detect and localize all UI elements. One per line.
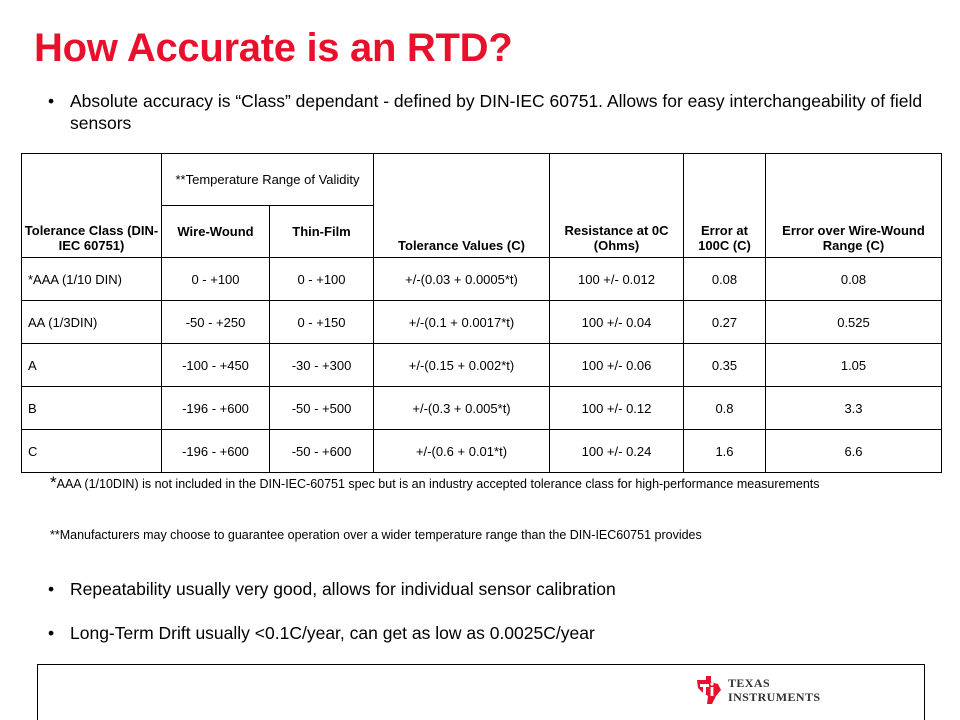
table-row: C -196 - +600 -50 - +600 +/-(0.6 + 0.01*… [21, 429, 942, 473]
cell-thin-film: -30 - +300 [269, 343, 374, 387]
cell-resistance: 100 +/- 0.12 [549, 386, 684, 430]
cell-class: A [21, 343, 162, 387]
cell-error-100c: 1.6 [683, 429, 766, 473]
cell-wire-wound: -100 - +450 [161, 343, 270, 387]
footnote-aaa: *AAA (1/10DIN) is not included in the DI… [50, 474, 930, 493]
bullet-long-term-drift: • Long-Term Drift usually <0.1C/year, ca… [48, 622, 938, 644]
cell-resistance: 100 +/- 0.012 [549, 257, 684, 301]
cell-tolerance: +/-(0.15 + 0.002*t) [373, 343, 550, 387]
header-resistance: Resistance at 0C (Ohms) [549, 153, 684, 258]
bullet-text: Repeatability usually very good, allows … [70, 579, 616, 599]
header-error-100c: Error at 100C (C) [683, 153, 766, 258]
cell-thin-film: 0 - +150 [269, 300, 374, 344]
cell-class: C [21, 429, 162, 473]
cell-wire-wound: -196 - +600 [161, 429, 270, 473]
footnote-star: * [50, 473, 57, 492]
header-tolerance-values: Tolerance Values (C) [373, 153, 550, 258]
rtd-tolerance-table: Tolerance Class (DIN-IEC 60751) **Temper… [21, 153, 942, 473]
footer-bar [37, 664, 925, 720]
cell-error-wire-wound: 0.08 [765, 257, 942, 301]
cell-error-100c: 0.08 [683, 257, 766, 301]
bullet-text: Long-Term Drift usually <0.1C/year, can … [70, 623, 595, 643]
cell-error-100c: 0.35 [683, 343, 766, 387]
header-error-wire-wound: Error over Wire-Wound Range (C) [765, 153, 942, 258]
bullet-glyph: • [48, 623, 55, 643]
cell-tolerance: +/-(0.3 + 0.005*t) [373, 386, 550, 430]
cell-class: B [21, 386, 162, 430]
table-row: AA (1/3DIN) -50 - +250 0 - +150 +/-(0.1 … [21, 300, 942, 344]
cell-thin-film: 0 - +100 [269, 257, 374, 301]
cell-wire-wound: -50 - +250 [161, 300, 270, 344]
bullet-glyph: • [48, 579, 55, 599]
header-tolerance-class: Tolerance Class (DIN-IEC 60751) [21, 153, 162, 258]
header-thin-film: Thin-Film [269, 205, 374, 258]
header-wire-wound: Wire-Wound [161, 205, 270, 258]
cell-error-100c: 0.27 [683, 300, 766, 344]
bullet-glyph: • [48, 91, 55, 111]
texas-instruments-logo: TEXAS INSTRUMENTS [694, 674, 821, 708]
cell-resistance: 100 +/- 0.04 [549, 300, 684, 344]
cell-class: AA (1/3DIN) [21, 300, 162, 344]
header-temperature-range: **Temperature Range of Validity [161, 153, 374, 206]
logo-text-texas: TEXAS [728, 676, 771, 690]
cell-thin-film: -50 - +500 [269, 386, 374, 430]
cell-error-wire-wound: 0.525 [765, 300, 942, 344]
cell-error-wire-wound: 1.05 [765, 343, 942, 387]
footnote-aaa-text: AAA (1/10DIN) is not included in the DIN… [56, 477, 820, 491]
bullet-repeatability: • Repeatability usually very good, allow… [48, 578, 938, 600]
bullet-text: Absolute accuracy is “Class” dependant -… [70, 91, 923, 133]
cell-error-wire-wound: 3.3 [765, 386, 942, 430]
cell-class: *AAA (1/10 DIN) [21, 257, 162, 301]
bullet-absolute-accuracy: • Absolute accuracy is “Class” dependant… [48, 90, 938, 134]
cell-thin-film: -50 - +600 [269, 429, 374, 473]
logo-text-instruments: INSTRUMENTS [728, 690, 821, 704]
cell-error-100c: 0.8 [683, 386, 766, 430]
cell-wire-wound: -196 - +600 [161, 386, 270, 430]
cell-resistance: 100 +/- 0.06 [549, 343, 684, 387]
table-row: B -196 - +600 -50 - +500 +/-(0.3 + 0.005… [21, 386, 942, 430]
cell-wire-wound: 0 - +100 [161, 257, 270, 301]
table-row: A -100 - +450 -30 - +300 +/-(0.15 + 0.00… [21, 343, 942, 387]
page-title: How Accurate is an RTD? [34, 26, 513, 70]
cell-tolerance: +/-(0.6 + 0.01*t) [373, 429, 550, 473]
cell-error-wire-wound: 6.6 [765, 429, 942, 473]
cell-tolerance: +/-(0.1 + 0.0017*t) [373, 300, 550, 344]
cell-resistance: 100 +/- 0.24 [549, 429, 684, 473]
texas-instruments-logo-icon [697, 676, 721, 704]
footnote-temperature-range: **Manufacturers may choose to guarantee … [50, 528, 702, 542]
cell-tolerance: +/-(0.03 + 0.0005*t) [373, 257, 550, 301]
table-row: *AAA (1/10 DIN) 0 - +100 0 - +100 +/-(0.… [21, 257, 942, 301]
